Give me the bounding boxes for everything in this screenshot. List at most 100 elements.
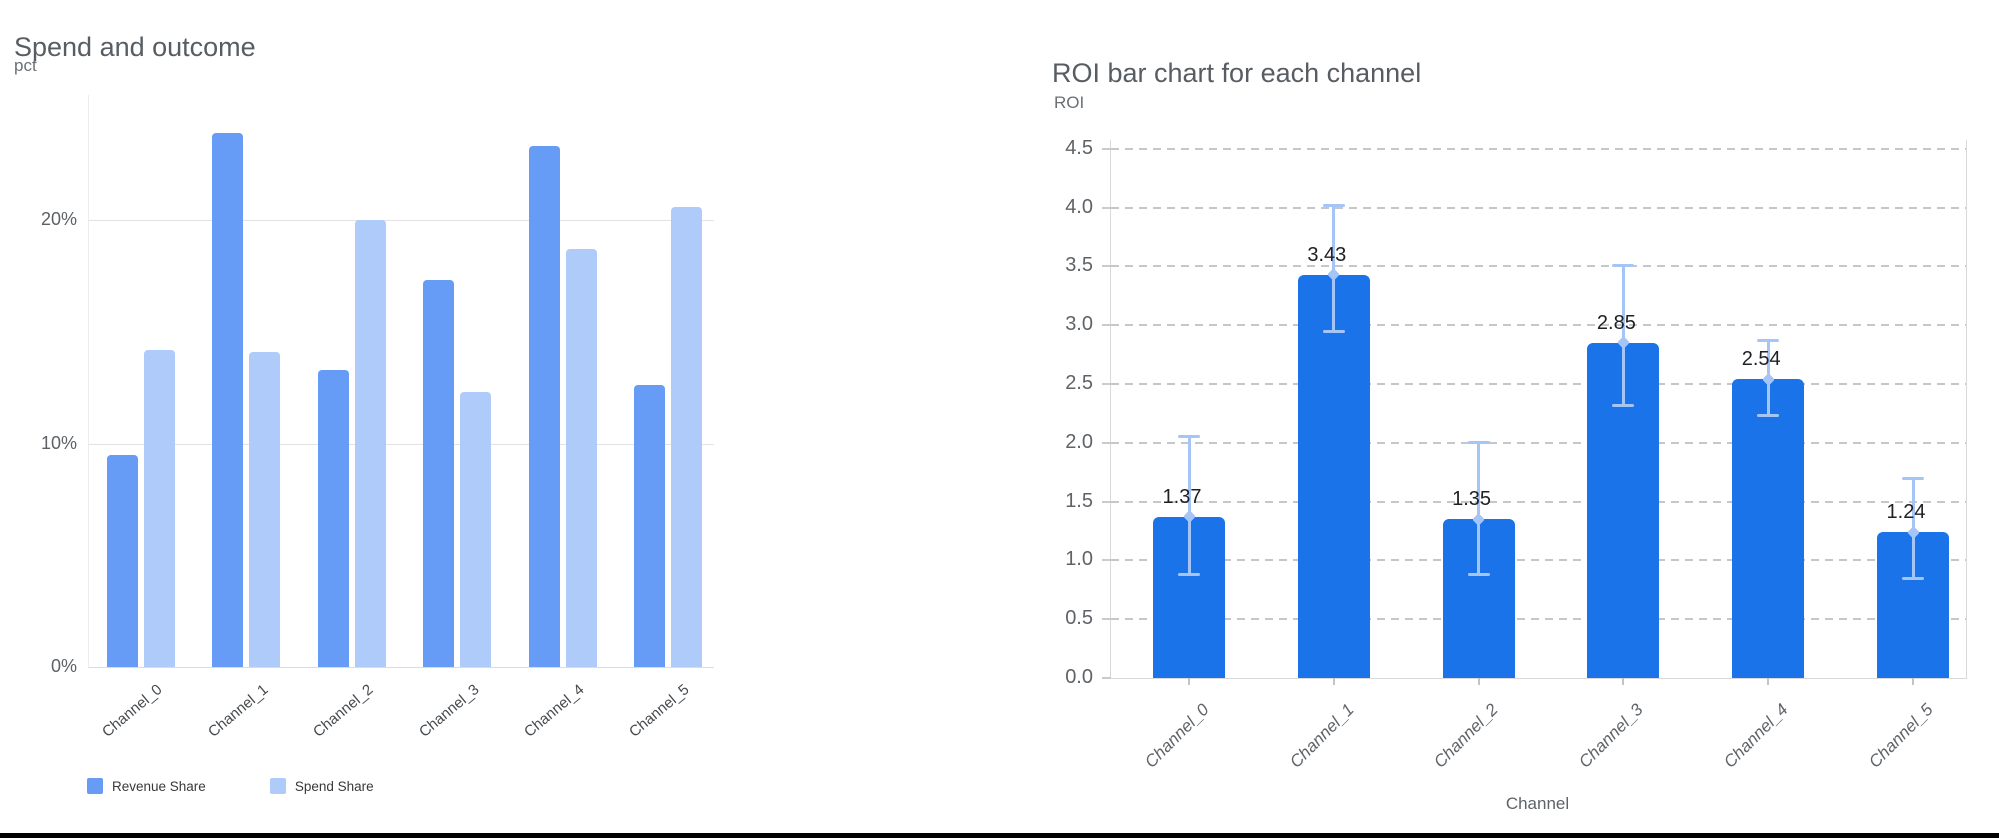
- x-tick-mark: [1332, 678, 1335, 685]
- bar-revenue-share[interactable]: [528, 146, 560, 667]
- error-bar-cap: [1612, 403, 1635, 407]
- roi-plot-area: 0.0 0.5 1.0 1.5 2.0 2.5 3.0 3.5 4.0 4.5 1.37 Channe…: [1065, 137, 1967, 772]
- x-category-label: Channel_2: [1430, 700, 1503, 772]
- error-bar-cap: [1322, 203, 1345, 207]
- bar-revenue-share[interactable]: [317, 369, 349, 667]
- y-tick-label: 1.5: [1065, 489, 1093, 512]
- error-bar-cap: [1757, 414, 1780, 418]
- error-bar-cap: [1757, 338, 1780, 342]
- bar-revenue-share[interactable]: [634, 385, 665, 667]
- x-category-label: Channel_3: [415, 681, 483, 741]
- x-tick-mark: [1622, 678, 1625, 685]
- spend-share-swatch-icon: [269, 778, 286, 794]
- x-category-label: Channel_1: [1285, 700, 1358, 772]
- y-tick-label: 10%: [40, 432, 77, 453]
- error-bar-line: [1621, 265, 1625, 406]
- bar-spend-share[interactable]: [460, 392, 492, 667]
- bar-spend-share[interactable]: [354, 220, 386, 667]
- x-category-label: Channel_2: [310, 681, 377, 741]
- error-bar-cap: [1902, 576, 1924, 580]
- bottom-divider: [0, 833, 1999, 838]
- gridline: [1111, 500, 1966, 503]
- y-tick-mark: [1102, 559, 1111, 562]
- gridline: [1111, 618, 1966, 621]
- gridline: [1111, 147, 1966, 150]
- error-bar-cap: [1902, 476, 1924, 480]
- y-tick-mark: [1102, 324, 1111, 327]
- legend-label-revenue-share: Revenue Share: [112, 778, 206, 794]
- x-category-label: Channel_5: [1864, 700, 1937, 772]
- x-category-label: Channel_3: [1575, 700, 1647, 772]
- error-bar-cap: [1467, 573, 1490, 576]
- spend-outcome-plot-area: 0% 10% 20% Channel_0 Channel_1 Channel_2 Chann…: [41, 95, 714, 741]
- gridline: [1111, 324, 1966, 327]
- y-tick-label: 2.0: [1065, 430, 1093, 453]
- y-tick-label: 3.0: [1065, 313, 1093, 336]
- x-category-label: Channel_4: [1720, 700, 1792, 772]
- y-tick-label: 0.0: [1065, 666, 1093, 688]
- y-tick-mark: [1102, 441, 1111, 444]
- gridline: [1111, 206, 1966, 209]
- error-bar-cap: [1178, 435, 1200, 439]
- spend-outcome-y-unit-label: pct: [14, 56, 37, 75]
- y-tick-label: 20%: [40, 209, 77, 229]
- gridline: [1111, 265, 1966, 268]
- bar-roi[interactable]: [1732, 379, 1805, 678]
- bar-value-label: 3.43: [1307, 243, 1347, 266]
- bar-revenue-share[interactable]: [423, 280, 455, 667]
- error-bar-line: [1477, 442, 1481, 575]
- error-bar-cap: [1467, 441, 1490, 445]
- y-tick-mark: [1102, 147, 1111, 150]
- gridline: [89, 220, 714, 221]
- error-bar-cap: [1612, 263, 1635, 267]
- legend-item-revenue-share: Revenue Share: [87, 778, 206, 794]
- x-tick-mark: [1477, 678, 1480, 685]
- bar-spend-share[interactable]: [144, 349, 175, 667]
- y-tick-label: 4.5: [1065, 136, 1093, 159]
- bar-spend-share[interactable]: [671, 206, 702, 667]
- bar-value-label: 2.85: [1596, 311, 1636, 334]
- y-tick-label: 1.0: [1065, 548, 1093, 571]
- roi-y-axis-label: ROI: [1054, 93, 1085, 112]
- y-tick-label: 4.0: [1065, 195, 1093, 218]
- y-tick-label: 0.5: [1065, 607, 1093, 630]
- gridline: [1111, 441, 1966, 444]
- x-category-label: Channel_1: [204, 681, 272, 741]
- bar-spend-share[interactable]: [565, 249, 597, 667]
- y-tick-label: 0%: [50, 656, 77, 676]
- spend-outcome-chart-panel: Spend and outcome pct 0% 10% 20% Channel_0 C…: [14, 32, 714, 794]
- roi-chart-title: ROI bar chart for each channel: [1052, 58, 1422, 89]
- x-category-label: Channel_0: [1140, 700, 1213, 772]
- error-bar-cap: [1322, 329, 1345, 333]
- y-tick-mark: [1102, 677, 1111, 679]
- bar-value-label: 1.24: [1886, 501, 1926, 524]
- x-tick-mark: [1767, 678, 1770, 685]
- bar-spend-share[interactable]: [249, 351, 281, 667]
- error-bar-line: [1187, 436, 1191, 575]
- gridline: [1111, 383, 1966, 385]
- y-tick-mark: [1102, 206, 1111, 209]
- legend-label-spend-share: Spend Share: [294, 778, 374, 794]
- x-tick-mark: [1188, 678, 1190, 685]
- legend-item-spend-share: Spend Share: [269, 778, 374, 794]
- error-bar-line: [1332, 205, 1336, 332]
- roi-chart-panel: ROI bar chart for each channel ROI 0.0 0.…: [1020, 0, 1999, 838]
- spend-outcome-chart-title: Spend and outcome: [14, 32, 256, 63]
- bar-value-label: 1.37: [1162, 485, 1202, 508]
- error-bar-cap: [1178, 573, 1200, 576]
- bar-roi[interactable]: [1297, 274, 1370, 678]
- gridline: [89, 443, 714, 445]
- spend-outcome-legend: Revenue Share Spend Share: [87, 778, 374, 794]
- bar-value-label: 2.54: [1741, 348, 1781, 371]
- y-tick-mark: [1102, 618, 1111, 621]
- y-tick-mark: [1102, 265, 1111, 268]
- x-category-label: Channel_4: [521, 681, 588, 741]
- y-tick-label: 2.5: [1065, 372, 1093, 394]
- x-tick-mark: [1912, 678, 1914, 685]
- y-tick-label: 3.5: [1065, 254, 1093, 277]
- y-tick-mark: [1102, 500, 1111, 503]
- x-category-label: Channel_0: [99, 681, 166, 741]
- bar-revenue-share[interactable]: [212, 132, 244, 667]
- bar-revenue-share[interactable]: [107, 454, 138, 667]
